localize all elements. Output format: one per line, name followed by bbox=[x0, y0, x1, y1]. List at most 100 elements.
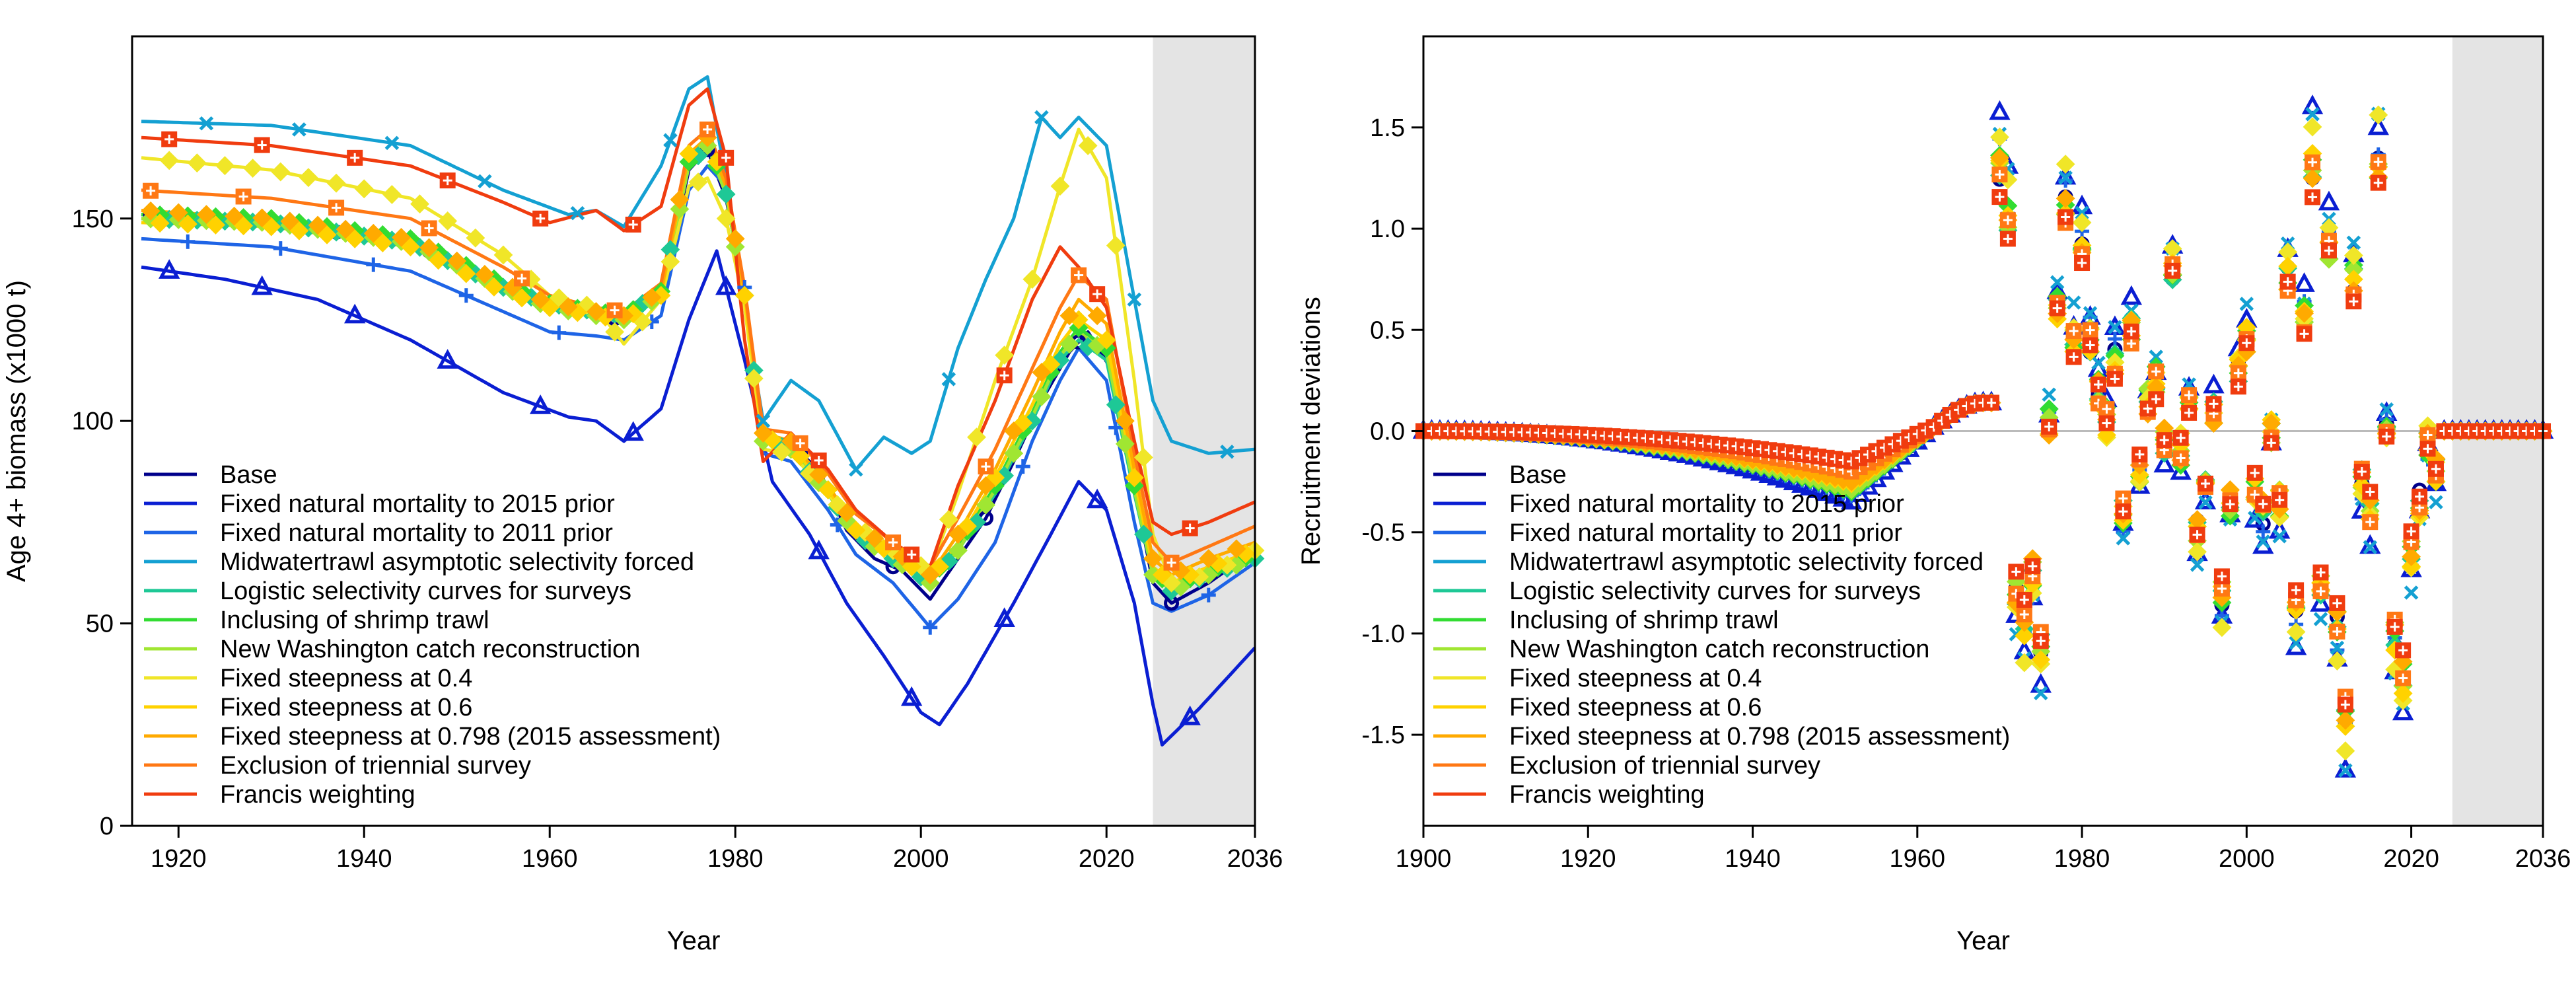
right-point-midwatertrawl-asymptotic-selectivity-forced bbox=[2313, 612, 2328, 626]
right-legend-label: Midwatertrawl asymptotic selectivity for… bbox=[1509, 548, 1984, 576]
left-point-exclusion-of-triennial-survey bbox=[606, 302, 623, 318]
left-point-fixed-steepness-at-0-798-2015-assessment bbox=[670, 190, 690, 209]
left-point-fixed-natural-mortality-to-2015-prior bbox=[343, 303, 366, 324]
left-point-fixed-natural-mortality-to-2011-prior bbox=[923, 620, 938, 635]
right-legend-label: Fixed natural mortality to 2015 prior bbox=[1509, 490, 1904, 518]
left-point-fixed-steepness-at-0-798-2015-assessment bbox=[920, 565, 940, 585]
right-point-fixed-natural-mortality-to-2015-prior bbox=[2170, 460, 2192, 480]
right-point-francis-weighting bbox=[2032, 633, 2049, 649]
right-point-fixed-steepness-at-0-798-2015-assessment bbox=[2402, 547, 2421, 567]
right-point-fixed-steepness-at-0-4 bbox=[2188, 542, 2207, 562]
left-x-tick-label: 1980 bbox=[707, 845, 764, 873]
right-point-francis-weighting bbox=[2238, 335, 2255, 351]
right-point-fixed-natural-mortality-to-2015-prior bbox=[2367, 115, 2389, 135]
left-point-fixed-steepness-at-0-4 bbox=[1022, 270, 1042, 289]
left-point-fixed-natural-mortality-to-2011-prior bbox=[1108, 420, 1124, 435]
left-point-fixed-steepness-at-0-4 bbox=[354, 179, 374, 199]
left-point-fixed-steepness-at-0-798-2015-assessment bbox=[196, 205, 216, 225]
right-point-fixed-steepness-at-0-798-2015-assessment bbox=[1990, 148, 2009, 168]
left-point-fixed-steepness-at-0-798-2015-assessment bbox=[1227, 539, 1246, 559]
right-point-exclusion-of-triennial-survey bbox=[2362, 514, 2379, 531]
left-legend-label: Francis weighting bbox=[220, 781, 415, 809]
left-point-fixed-natural-mortality-to-2015-prior bbox=[1179, 705, 1201, 725]
left-point-francis-weighting bbox=[625, 216, 641, 233]
right-legend-label: Francis weighting bbox=[1509, 781, 1705, 809]
right-point-francis-weighting bbox=[2412, 488, 2428, 505]
right-point-exclusion-of-triennial-survey bbox=[1999, 212, 2016, 229]
left-point-fixed-steepness-at-0-798-2015-assessment bbox=[753, 423, 773, 443]
right-point-fixed-natural-mortality-to-2015-prior bbox=[1832, 487, 1854, 507]
right-point-midwatertrawl-asymptotic-selectivity-forced bbox=[2330, 640, 2345, 655]
left-point-fixed-steepness-at-0-4 bbox=[493, 245, 513, 265]
right-point-fixed-natural-mortality-to-2015-prior bbox=[2293, 272, 2315, 292]
right-point-midwatertrawl-asymptotic-selectivity-forced bbox=[2346, 235, 2361, 250]
left-point-fixed-steepness-at-0-4 bbox=[716, 209, 736, 229]
right-x-tick-label: 1900 bbox=[1396, 845, 1452, 873]
left-point-fixed-steepness-at-0-6 bbox=[734, 285, 754, 305]
left-point-exclusion-of-triennial-survey bbox=[1163, 554, 1180, 571]
left-legend-label: Base bbox=[220, 461, 277, 489]
left-point-fixed-steepness-at-0-4 bbox=[605, 322, 624, 342]
right-x-tick-label: 1920 bbox=[1560, 845, 1616, 873]
left-x-axis-title: Year bbox=[667, 926, 721, 955]
left-point-new-washington-catch-reconstruction bbox=[1004, 443, 1024, 463]
left-point-fixed-steepness-at-0-798-2015-assessment bbox=[837, 503, 857, 523]
right-point-midwatertrawl-asymptotic-selectivity-forced bbox=[2239, 297, 2254, 311]
left-point-midwatertrawl-asymptotic-selectivity-forced bbox=[1127, 292, 1142, 307]
left-point-fixed-steepness-at-0-4 bbox=[187, 153, 207, 173]
left-point-francis-weighting bbox=[904, 546, 920, 563]
right-point-francis-weighting bbox=[2156, 432, 2172, 449]
left-y-tick-label: 100 bbox=[72, 408, 114, 435]
right-legend-label: Fixed steepness at 0.798 (2015 assessmen… bbox=[1509, 723, 2010, 751]
right-point-fixed-steepness-at-0-4 bbox=[2212, 618, 2232, 638]
left-point-fixed-steepness-at-0-798-2015-assessment bbox=[1115, 411, 1135, 431]
left-y-axis: 0 50 100 150 bbox=[72, 205, 132, 840]
left-point-francis-weighting bbox=[161, 131, 178, 147]
left-point-new-washington-catch-reconstruction bbox=[948, 540, 968, 560]
left-legend-label: Fixed natural mortality to 2015 prior bbox=[220, 490, 615, 518]
left-point-fixed-steepness-at-0-4 bbox=[382, 184, 402, 204]
left-point-exclusion-of-triennial-survey bbox=[792, 435, 808, 451]
left-point-fixed-natural-mortality-to-2015-prior bbox=[158, 259, 180, 279]
left-point-francis-weighting bbox=[532, 210, 549, 227]
right-point-midwatertrawl-asymptotic-selectivity-forced bbox=[2116, 531, 2131, 546]
left-point-fixed-natural-mortality-to-2015-prior bbox=[529, 394, 552, 414]
left-point-fixed-steepness-at-0-4 bbox=[661, 252, 680, 272]
right-series-markers bbox=[1412, 94, 2554, 778]
right-point-francis-weighting bbox=[2345, 293, 2362, 310]
left-point-fixed-steepness-at-0-798-2015-assessment bbox=[530, 289, 550, 309]
left-point-fixed-natural-mortality-to-2015-prior bbox=[1086, 488, 1108, 509]
right-point-midwatertrawl-asymptotic-selectivity-forced bbox=[2033, 686, 2048, 701]
right-point-francis-weighting bbox=[2115, 503, 2131, 520]
right-point-midwatertrawl-asymptotic-selectivity-forced bbox=[2198, 495, 2213, 510]
left-point-fixed-steepness-at-0-6 bbox=[178, 214, 197, 234]
right-point-fixed-steepness-at-0-798-2015-assessment bbox=[2056, 189, 2075, 208]
left-point-fixed-natural-mortality-to-2015-prior bbox=[808, 539, 830, 560]
right-point-fixed-natural-mortality-to-2015-prior bbox=[2071, 194, 2093, 215]
right-point-francis-weighting bbox=[2165, 262, 2181, 279]
right-point-francis-weighting bbox=[2008, 564, 2024, 580]
right-point-francis-weighting bbox=[2305, 189, 2321, 205]
left-y-tick-label: 150 bbox=[72, 205, 114, 233]
right-point-exclusion-of-triennial-survey bbox=[2419, 427, 2436, 443]
right-point-exclusion-of-triennial-survey bbox=[2115, 490, 2131, 507]
left-point-fixed-steepness-at-0-798-2015-assessment bbox=[447, 251, 467, 271]
left-point-fixed-steepness-at-0-798-2015-assessment bbox=[141, 201, 161, 221]
right-point-francis-weighting bbox=[2172, 429, 2189, 446]
right-point-exclusion-of-triennial-survey bbox=[1991, 166, 2008, 183]
right-point-francis-weighting bbox=[2074, 255, 2091, 272]
left-point-fixed-steepness-at-0-6 bbox=[679, 144, 699, 164]
right-point-midwatertrawl-asymptotic-selectivity-forced bbox=[2289, 636, 2303, 650]
right-point-francis-weighting bbox=[2288, 582, 2305, 599]
left-point-fixed-natural-mortality-to-2015-prior bbox=[251, 275, 273, 295]
left-legend-label: Midwatertrawl asymptotic selectivity for… bbox=[220, 548, 694, 576]
right-y-tick-label: -1.0 bbox=[1362, 620, 1405, 648]
left-point-francis-weighting bbox=[439, 172, 456, 189]
left-point-fixed-steepness-at-0-4 bbox=[688, 172, 708, 192]
left-line-midwatertrawl-asymptotic-selectivity-forced bbox=[141, 75, 1256, 472]
right-point-francis-weighting bbox=[2403, 523, 2419, 540]
left-point-fixed-steepness-at-0-4 bbox=[271, 162, 291, 182]
left-legend-label: Inclusing of shrimp trawl bbox=[220, 606, 489, 634]
right-point-fixed-natural-mortality-to-2015-prior bbox=[2120, 285, 2143, 305]
